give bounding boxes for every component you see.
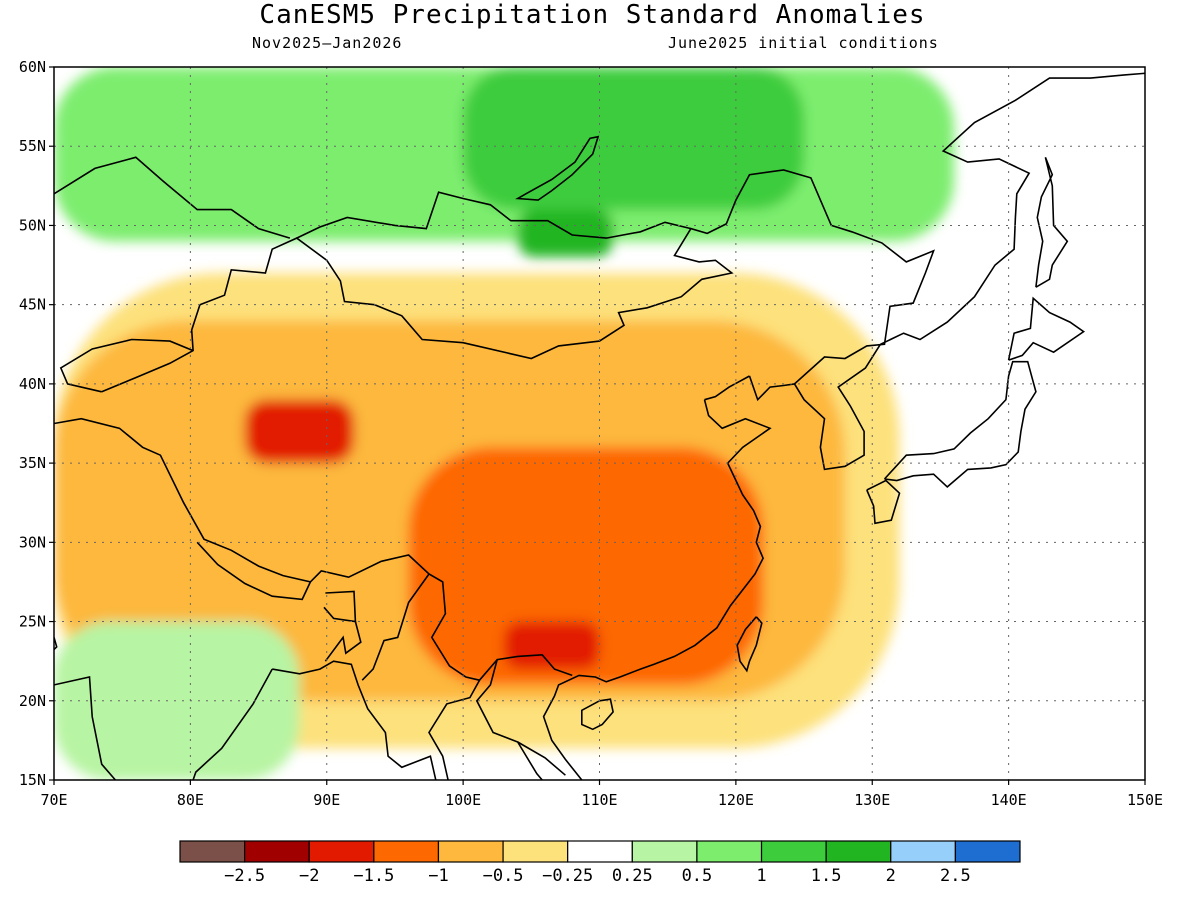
colorbar-swatch-7 xyxy=(567,840,633,863)
coastline-9 xyxy=(1007,296,1086,361)
border-line-8 xyxy=(324,621,362,662)
colorbar-swatch-9 xyxy=(696,840,763,863)
forecast-period: Nov2025–Jan2026 xyxy=(252,34,403,52)
lake-baikal xyxy=(515,135,600,201)
lat-lon-grid xyxy=(54,67,1145,780)
colorbar-label: −1.5 xyxy=(353,866,394,886)
lat-tick-label: 55N xyxy=(19,137,46,155)
colorbar-swatch-13 xyxy=(954,840,1021,863)
coastline-11 xyxy=(880,72,1145,346)
colorbar-swatch-2 xyxy=(244,840,310,863)
coastline-7 xyxy=(883,360,1037,488)
colorbar-swatch-10 xyxy=(760,840,827,863)
lat-tick-label: 20N xyxy=(19,692,46,710)
chart-title: CanESM5 Precipitation Standard Anomalies xyxy=(259,0,926,30)
anomaly-shading xyxy=(54,67,1145,780)
anomaly-region-3 xyxy=(517,209,614,258)
colorbar xyxy=(179,840,1021,863)
lon-tick-label: 80E xyxy=(177,791,204,809)
colorbar-swatch-6 xyxy=(502,840,569,863)
coastline-13 xyxy=(54,676,117,780)
colorbar-label: 2.5 xyxy=(940,866,971,886)
lat-tick-label: 45N xyxy=(19,296,46,314)
anomaly-region-6 xyxy=(408,447,764,685)
coastline-1 xyxy=(748,375,795,402)
colorbar-swatch-12 xyxy=(890,840,956,863)
border-line-6 xyxy=(196,541,312,601)
initial-conditions: June2025 initial conditions xyxy=(668,34,939,52)
coastline-8 xyxy=(866,479,901,525)
anomaly-region-9 xyxy=(54,621,300,780)
lat-tick-label: 60N xyxy=(19,58,46,76)
colorbar-label: −0.25 xyxy=(542,866,593,886)
lat-tick-label: 35N xyxy=(19,454,46,472)
coastline-4 xyxy=(542,399,772,780)
coastline-15 xyxy=(54,637,58,663)
coastline-3 xyxy=(704,375,750,401)
colorbar-swatch-5 xyxy=(437,840,504,863)
coastline-12 xyxy=(272,660,437,780)
coastlines-borders xyxy=(54,72,1145,780)
colorbar-swatch-4 xyxy=(373,840,440,863)
lat-tick-label: 50N xyxy=(19,216,46,234)
anomaly-region-2 xyxy=(463,67,805,210)
border-line-5 xyxy=(59,338,194,393)
lon-tick-label: 120E xyxy=(718,791,754,809)
coastline-10 xyxy=(1035,157,1069,288)
colorbar-label: −0.5 xyxy=(483,866,524,886)
colorbar-label: −2.5 xyxy=(224,866,265,886)
colorbar-label: 1.5 xyxy=(811,866,842,886)
colorbar-label: 0.5 xyxy=(682,866,713,886)
anomaly-region-7 xyxy=(244,399,355,464)
coastline-2 xyxy=(793,343,882,471)
border-line-3 xyxy=(296,191,692,239)
colorbar-label: 1 xyxy=(756,866,766,886)
lon-tick-label: 150E xyxy=(1127,791,1163,809)
colorbar-label: 2 xyxy=(886,866,896,886)
coastline-14 xyxy=(192,668,273,780)
border-line-9 xyxy=(361,573,430,681)
colorbar-label: −2 xyxy=(299,866,319,886)
lon-tick-label: 90E xyxy=(313,791,340,809)
lon-tick-label: 70E xyxy=(40,791,67,809)
anomaly-region-8 xyxy=(504,621,600,670)
colorbar-labels: −2.5 −2 −1.5 −1 −0.5 −0.25 0.25 0.5 1 1.5 2 2.5 xyxy=(224,866,971,886)
lon-tick-label: 110E xyxy=(581,791,617,809)
border-line-1 xyxy=(54,417,573,682)
lat-tick-label: 15N xyxy=(19,771,46,789)
lon-tick-label: 130E xyxy=(854,791,890,809)
border-line-12 xyxy=(517,741,566,776)
lon-tick-label: 100E xyxy=(445,791,481,809)
lon-tick-label: 140E xyxy=(991,791,1027,809)
longitude-tick-labels: 70E 80E 90E 100E 110E 120E 130E 140E 150E xyxy=(40,780,1163,809)
colorbar-swatch-11 xyxy=(825,840,892,863)
coastline-5 xyxy=(581,698,614,731)
latitude-tick-labels: 60N 55N 50N 45N 40N 35N 30N 25N 20N 15N xyxy=(19,58,54,789)
border-line-2 xyxy=(101,169,935,393)
border-line-11 xyxy=(475,659,543,780)
lat-tick-label: 25N xyxy=(19,613,46,631)
colorbar-swatch-3 xyxy=(308,840,375,863)
colorbar-swatch-1 xyxy=(179,840,246,863)
border-line-10 xyxy=(428,679,481,780)
lat-tick-label: 40N xyxy=(19,375,46,393)
colorbar-label: −1 xyxy=(428,866,448,886)
lat-tick-label: 30N xyxy=(19,533,46,551)
coastline-6 xyxy=(736,616,763,673)
colorbar-label: 0.25 xyxy=(612,866,653,886)
colorbar-swatch-8 xyxy=(631,840,698,863)
